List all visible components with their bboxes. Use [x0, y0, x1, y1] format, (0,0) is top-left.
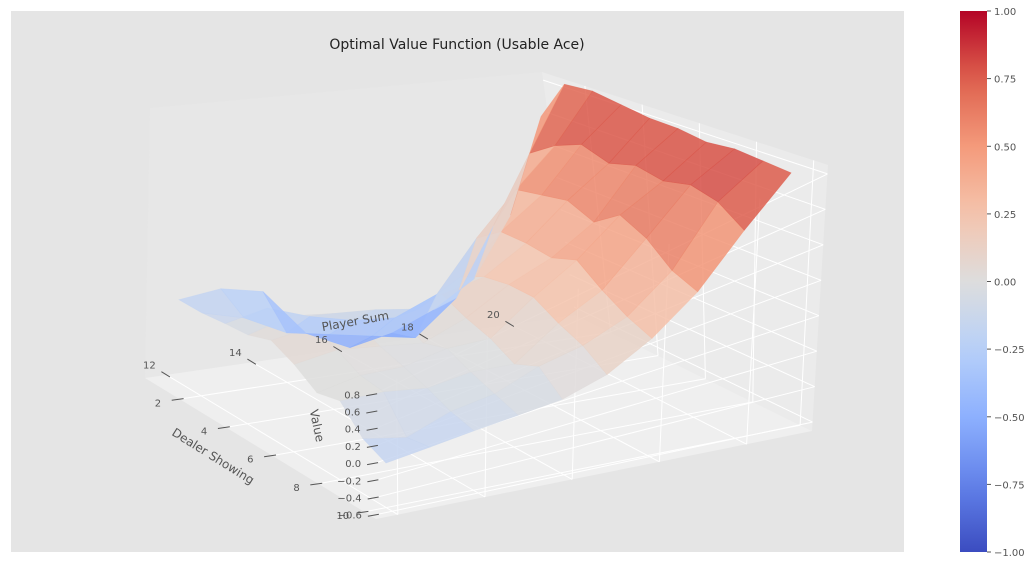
x-tick-mark [505, 320, 515, 327]
chart-title: Optimal Value Function (Usable Ace) [329, 37, 584, 53]
x-tick-label: 14 [229, 348, 242, 359]
grid-line-z-back [375, 386, 815, 498]
z-tick-mark [367, 496, 379, 500]
z-tick-label: −0.2 [337, 476, 361, 487]
colorbar-tick-label: 0.75 [994, 75, 1016, 86]
z-tick-mark [366, 393, 378, 397]
z-tick-mark [367, 513, 379, 517]
y-tick-mark [356, 510, 369, 514]
z-tick-mark [367, 479, 379, 483]
y-tick-label: 8 [293, 483, 299, 494]
axis-ticks: 12 14 16 18 20 2 4 6 8 10−0.6 −0.4 −0.2 0.0 0.2 0.4 0.6… [143, 310, 515, 522]
y-tick-label: 10 [336, 511, 349, 522]
colorbar-tick-label: −0.75 [994, 480, 1025, 491]
colorbar-tick-label: −0.50 [994, 413, 1025, 424]
y-tick-label: 4 [201, 427, 207, 438]
x-tick-mark [161, 371, 171, 378]
z-axis-label: Value [307, 408, 328, 443]
x-tick-mark [247, 358, 257, 365]
z-tick-label: 0.2 [345, 442, 361, 453]
y-tick-mark [217, 426, 230, 429]
x-tick-label: 18 [401, 323, 414, 334]
x-tick-label: 16 [315, 335, 328, 346]
y-tick-mark [310, 482, 323, 486]
z-tick-label: 0.0 [345, 459, 361, 470]
y-tick-label: 2 [155, 398, 161, 409]
colorbar-gradient [960, 11, 987, 552]
colorbar-tick-label: 1.00 [994, 7, 1016, 18]
z-tick-label: 0.8 [344, 390, 360, 401]
grid-line-x-floor [166, 374, 399, 516]
colorbar-tick-label: 0.50 [994, 142, 1016, 153]
x-tick-mark [333, 346, 343, 353]
x-tick-label: 20 [487, 310, 500, 321]
z-tick-mark [366, 427, 378, 431]
colorbar-tick-label: −1.00 [994, 548, 1025, 559]
x-tick-label: 12 [143, 360, 156, 371]
x-tick-mark [419, 333, 429, 340]
colorbar-tick-label: 0.25 [994, 210, 1016, 221]
colorbar: −1.00 −0.75 −0.50 −0.25 0.00 0.25 0.50 0.75 1.00 [960, 7, 1025, 559]
grid-line-z-back [375, 350, 817, 481]
z-tick-label: −0.4 [337, 494, 361, 505]
surface-facet [510, 84, 565, 216]
y-tick-mark [171, 398, 184, 401]
z-tick-mark [367, 462, 379, 466]
z-tick-mark [366, 410, 378, 414]
y-tick-mark [264, 454, 277, 458]
z-tick-label: 0.4 [345, 425, 361, 436]
grid-line-y-floor [318, 401, 753, 485]
colorbar-tick-label: −0.25 [994, 345, 1025, 356]
y-tick-label: 6 [247, 455, 253, 466]
grid-line-z-back [375, 421, 813, 516]
z-tick-mark [366, 444, 378, 448]
colorbar-tick-label: 0.00 [994, 278, 1016, 289]
z-tick-label: 0.6 [344, 408, 360, 419]
value-surface [178, 83, 792, 464]
z-tick-label: −0.6 [338, 511, 362, 522]
